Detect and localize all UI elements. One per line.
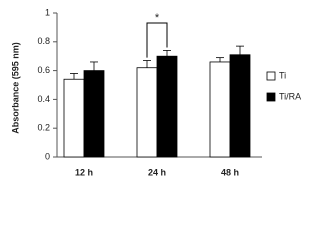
y-tick-label: 0.6 bbox=[37, 65, 50, 75]
bar bbox=[156, 55, 178, 158]
x-tick-label: 12 h bbox=[75, 167, 93, 177]
legend-label: Ti/RA bbox=[279, 91, 301, 101]
bar bbox=[136, 67, 158, 158]
y-tick-label: 0 bbox=[45, 151, 50, 161]
error-bar bbox=[236, 45, 244, 55]
significance-label: * bbox=[155, 12, 160, 24]
error-bar bbox=[143, 60, 151, 68]
bar bbox=[209, 61, 231, 158]
y-tick-label: 0.2 bbox=[37, 123, 50, 133]
x-tick-label: 48 h bbox=[221, 167, 239, 177]
y-tick-label: 0.4 bbox=[37, 94, 50, 104]
bar bbox=[229, 54, 251, 158]
legend-label: Ti bbox=[279, 70, 286, 80]
x-tick-label: 24 h bbox=[148, 167, 166, 177]
y-tick-label: 1 bbox=[45, 7, 50, 17]
error-bar bbox=[90, 61, 98, 71]
bar bbox=[83, 70, 105, 158]
chart: Absorbance (595 nm) 0 0.2 0.4 0.6 0.8 1 12 h 24… bbox=[10, 7, 301, 177]
y-axis-label: Absorbance (595 nm) bbox=[10, 42, 20, 134]
significance-bracket bbox=[146, 22, 168, 58]
bar bbox=[63, 78, 85, 158]
y-tick-label: 0.8 bbox=[37, 36, 50, 46]
error-bar bbox=[216, 57, 224, 62]
error-bar bbox=[163, 50, 171, 57]
legend-swatch bbox=[266, 92, 276, 102]
legend-swatch bbox=[266, 71, 276, 81]
error-bar bbox=[70, 73, 78, 80]
